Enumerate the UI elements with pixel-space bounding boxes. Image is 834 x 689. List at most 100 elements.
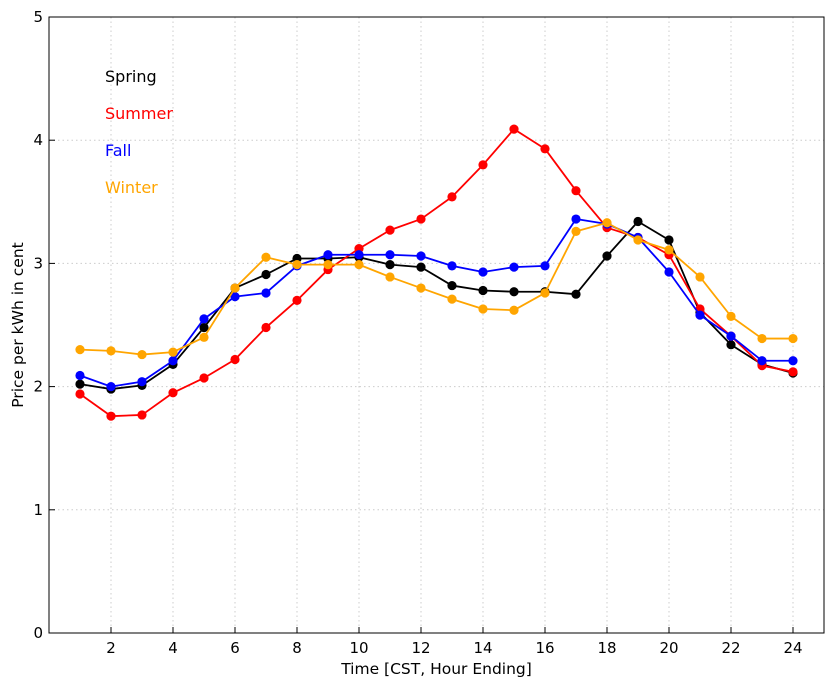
data-point-fall — [664, 267, 674, 277]
data-point-winter — [168, 347, 178, 357]
data-point-winter — [478, 304, 488, 314]
data-point-winter — [75, 345, 85, 355]
data-point-spring — [447, 280, 457, 291]
data-point-summer — [168, 388, 178, 398]
data-point-summer — [788, 367, 798, 377]
data-point-winter — [664, 245, 674, 255]
data-point-winter — [540, 288, 550, 298]
data-point-summer — [261, 322, 271, 333]
data-point-spring — [416, 262, 426, 272]
data-point-spring — [571, 289, 581, 299]
y-tick-label: 1 — [33, 501, 43, 519]
x-tick-label: 8 — [292, 639, 302, 657]
data-point-summer — [571, 186, 581, 196]
data-point-winter — [354, 260, 364, 270]
series-line-fall — [79, 218, 793, 388]
y-axis-title: Price per kWh in cent — [9, 242, 27, 407]
data-point-fall — [509, 262, 519, 272]
data-point-summer — [416, 214, 426, 224]
data-point-fall — [726, 331, 736, 341]
data-point-summer — [385, 225, 395, 235]
data-point-spring — [664, 235, 674, 245]
data-point-summer — [478, 160, 488, 170]
data-point-spring — [726, 340, 736, 350]
data-point-winter — [261, 252, 271, 262]
x-tick-label: 12 — [411, 639, 430, 657]
x-tick-label: 2 — [106, 639, 116, 657]
legend-entry-winter: Winter — [105, 178, 158, 197]
data-point-winter — [385, 272, 395, 282]
plot-frame — [48, 16, 825, 634]
data-point-fall — [323, 250, 333, 260]
data-point-winter — [447, 294, 457, 304]
data-point-summer — [230, 354, 240, 365]
data-point-fall — [571, 214, 581, 224]
data-point-summer — [137, 410, 147, 420]
data-point-winter — [106, 346, 116, 356]
x-tick-label: 18 — [597, 639, 616, 657]
data-point-spring — [602, 251, 612, 261]
y-tick-label: 3 — [33, 254, 43, 272]
data-point-spring — [509, 287, 519, 297]
data-point-fall — [540, 261, 550, 271]
legend-entry-spring: Spring — [105, 67, 157, 86]
data-point-winter — [633, 235, 643, 245]
data-point-spring — [385, 260, 395, 270]
legend: Spring Summer Fall Winter — [105, 67, 173, 197]
data-point-winter — [137, 349, 147, 360]
data-point-winter — [199, 332, 209, 342]
data-point-spring — [261, 269, 271, 280]
data-point-fall — [261, 288, 271, 298]
x-tick-label: 20 — [659, 639, 678, 657]
data-point-fall — [416, 251, 426, 261]
series-line-winter — [79, 221, 793, 356]
data-point-summer — [106, 411, 116, 421]
data-point-winter — [509, 305, 519, 315]
data-point-winter — [230, 283, 240, 293]
x-axis-title: Time [CST, Hour Ending] — [340, 660, 532, 678]
data-point-winter — [695, 272, 705, 282]
x-tick-label: 10 — [349, 639, 368, 657]
series-line-summer — [79, 128, 794, 418]
x-tick-label: 16 — [535, 639, 554, 657]
data-point-fall — [168, 356, 178, 366]
data-point-summer — [540, 144, 550, 154]
data-point-spring — [478, 285, 488, 296]
x-tick-label: 22 — [721, 639, 740, 657]
data-point-winter — [292, 260, 302, 270]
data-point-winter — [323, 260, 333, 270]
y-tick-label: 2 — [33, 378, 43, 396]
data-point-winter — [757, 333, 767, 344]
x-tick-label: 4 — [168, 639, 178, 657]
series-line-spring — [79, 220, 794, 390]
x-tick-label: 24 — [783, 639, 802, 657]
legend-entry-summer: Summer — [105, 104, 173, 123]
data-point-summer — [509, 124, 519, 134]
series-layer — [75, 124, 798, 421]
data-point-summer — [75, 389, 85, 399]
data-point-winter — [726, 311, 736, 321]
series-winter — [75, 218, 798, 360]
data-point-spring — [75, 379, 85, 389]
data-point-spring — [199, 322, 209, 333]
data-point-fall — [478, 267, 488, 277]
data-point-summer — [199, 373, 209, 383]
data-point-winter — [602, 218, 612, 228]
y-tick-label: 5 — [33, 8, 43, 26]
x-tick-label: 14 — [473, 639, 492, 657]
data-point-winter — [416, 283, 426, 293]
data-point-fall — [757, 356, 767, 366]
y-tick-label: 4 — [33, 131, 43, 149]
data-point-fall — [75, 370, 85, 381]
data-point-fall — [447, 261, 457, 271]
data-point-fall — [385, 250, 395, 260]
y-tick-label: 0 — [33, 624, 43, 642]
data-point-fall — [788, 356, 798, 366]
data-point-fall — [230, 292, 240, 302]
data-point-fall — [137, 377, 147, 387]
data-point-summer — [292, 295, 302, 305]
data-point-fall — [199, 314, 209, 324]
